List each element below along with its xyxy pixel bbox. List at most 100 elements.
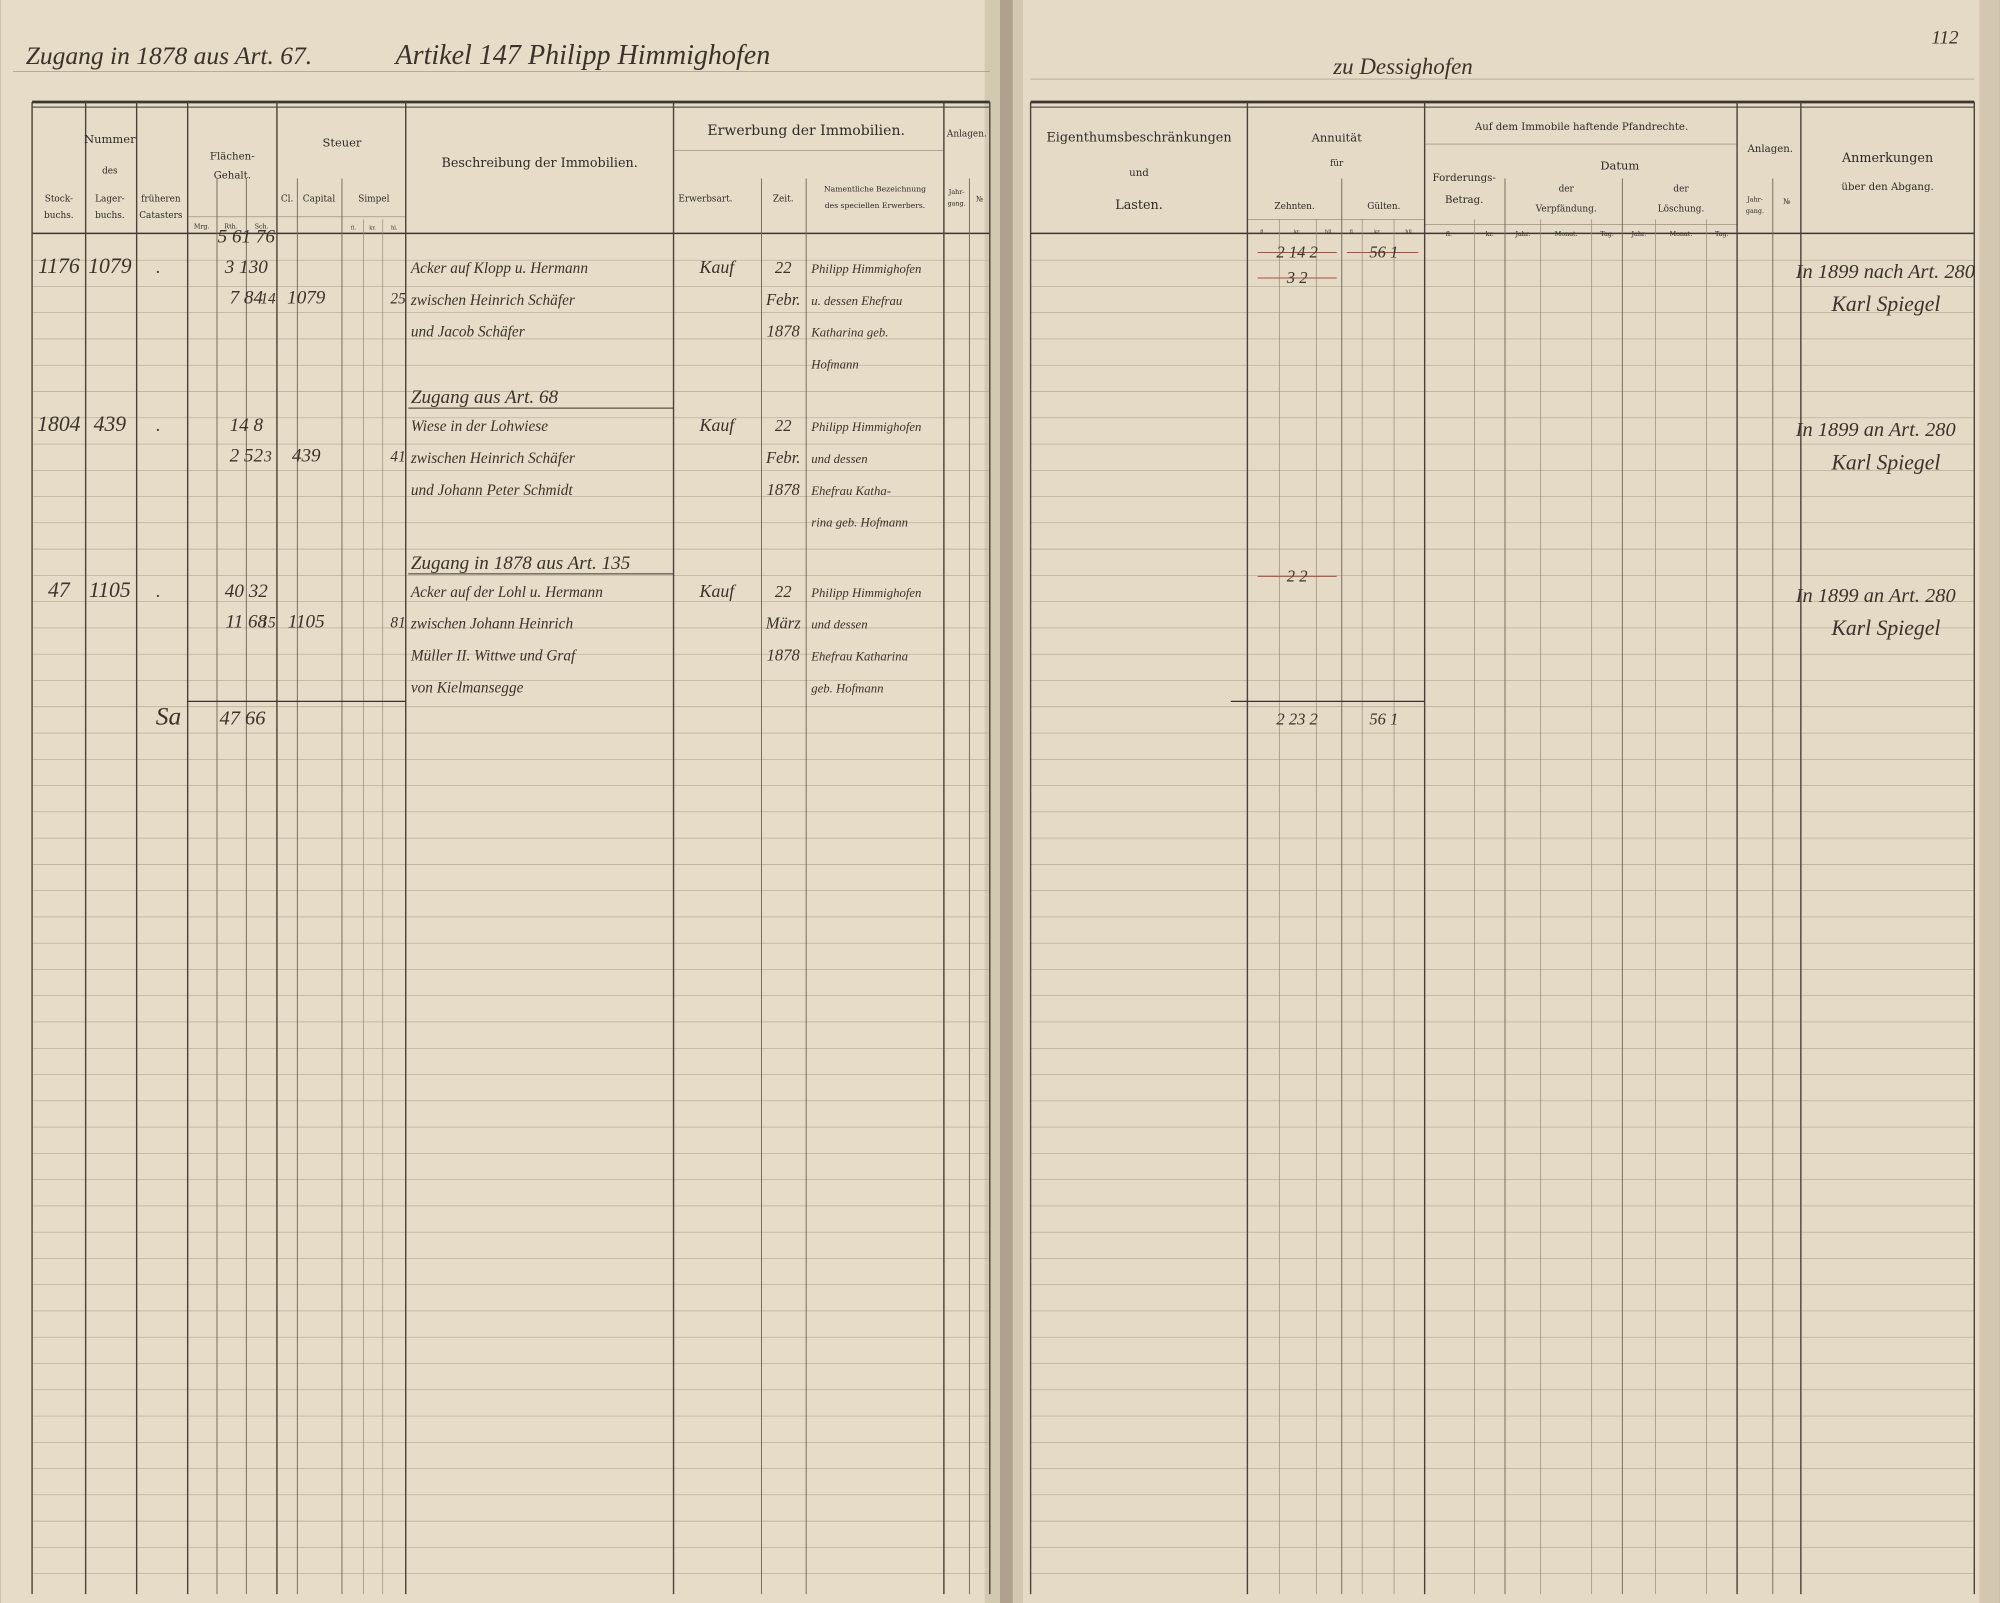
- column-header: Nummer: [84, 132, 136, 146]
- column-header: Forderungs-: [1433, 173, 1496, 184]
- column-header: Jahr.: [1514, 230, 1530, 238]
- flaeche: 3 130: [224, 257, 268, 278]
- anmerkung: Karl Spiegel: [1830, 450, 1940, 474]
- column-header: Cl.: [281, 194, 294, 204]
- steuer-simpel: 81: [390, 614, 405, 631]
- column-header: gang.: [948, 199, 966, 207]
- flaeche: 5 61 76: [218, 226, 276, 247]
- flaeche: 14 8: [230, 415, 264, 436]
- column-header: Zehnten.: [1274, 202, 1314, 212]
- column-header: fl.: [351, 226, 356, 232]
- stockbuch: 47: [48, 578, 71, 602]
- column-header: der: [1559, 184, 1575, 194]
- column-header: Anlagen.: [946, 129, 987, 139]
- column-header: Anlagen.: [1746, 144, 1793, 155]
- total-label: Sa: [156, 701, 182, 730]
- erwerbsart: Kauf: [699, 257, 738, 277]
- column-header: Gehalt.: [214, 171, 251, 182]
- zehnten: 3 2: [1286, 268, 1308, 287]
- stockbuch: 1804: [37, 412, 80, 436]
- flaeche: 11 68: [226, 611, 268, 632]
- column-header: Namentliche Bezeichnung: [824, 184, 926, 193]
- column-header: hll.: [1325, 229, 1334, 235]
- column-header: fl.: [1349, 229, 1354, 235]
- erwerber: Hofmann: [810, 358, 858, 372]
- zeit: 22: [775, 258, 792, 277]
- zeit: 22: [775, 416, 792, 435]
- heading: Artikel 147 Philipp Himmighofen: [394, 40, 771, 71]
- beschreibung: und Jacob Schäfer: [411, 324, 525, 341]
- zeit: 22: [775, 582, 792, 601]
- zeit: Febr.: [765, 290, 801, 309]
- steuer-capital: 1079: [287, 288, 326, 309]
- column-header: des: [102, 166, 118, 176]
- page-number: 112: [1931, 27, 1959, 48]
- column-header: Simpel: [358, 194, 389, 204]
- column-header: kr.: [1374, 229, 1381, 235]
- erwerber: Philipp Himmighofen: [810, 586, 921, 600]
- column-header: hl.: [391, 226, 398, 232]
- column-header: buchs.: [44, 211, 74, 221]
- lagerbuch: 439: [94, 412, 127, 436]
- total-flaeche: 47 66: [220, 707, 267, 729]
- zehnten: 2 2: [1287, 567, 1308, 586]
- column-header: Tag.: [1715, 230, 1729, 238]
- erwerber: und dessen: [811, 452, 867, 466]
- zehnten: 2 14 2: [1276, 243, 1317, 262]
- erwerber: und dessen: [811, 618, 867, 632]
- page-edge: [1979, 0, 2000, 1603]
- steuer-capital: 1105: [288, 611, 325, 632]
- anmerkung: In 1899 an Art. 280: [1795, 585, 1956, 607]
- column-header: kr.: [1486, 230, 1494, 238]
- steuer-cl: 3: [263, 449, 272, 466]
- erwerber: Philipp Himmighofen: [810, 420, 921, 434]
- steuer-simpel: 25: [390, 291, 406, 308]
- subheading: Zugang in 1878 aus Art. 135: [411, 553, 630, 574]
- column-header: Zeit.: [773, 194, 794, 204]
- column-header: Jahr.: [1630, 230, 1646, 238]
- anmerkung: In 1899 an Art. 280: [1795, 419, 1956, 441]
- column-header: Verpfändung.: [1535, 205, 1597, 215]
- column-header: Lasten.: [1115, 198, 1163, 213]
- column-header: Auf dem Immobile haftende Pfandrechte.: [1474, 122, 1688, 133]
- zeit: 1878: [767, 646, 801, 665]
- column-header: Monat.: [1670, 230, 1693, 238]
- frueher: .: [156, 415, 160, 435]
- column-header: fl.: [1446, 230, 1452, 238]
- stockbuch: 1176: [38, 254, 80, 278]
- erwerber: rina geb. Hofmann: [811, 516, 908, 530]
- heading: zu Dessighofen: [1332, 54, 1473, 79]
- erwerber: geb. Hofmann: [811, 681, 883, 695]
- column-header: Jahr-: [1746, 195, 1763, 203]
- beschreibung: zwischen Heinrich Schäfer: [410, 450, 575, 467]
- column-header: fl.: [1260, 229, 1265, 235]
- beschreibung: Acker auf der Lohl u. Hermann: [410, 584, 603, 601]
- zeit: 1878: [767, 322, 801, 341]
- column-header: kr.: [1294, 229, 1301, 235]
- column-header: Löschung.: [1658, 205, 1705, 215]
- erwerber: u. dessen Ehefrau: [811, 294, 902, 308]
- total-gueelten: 56 1: [1369, 709, 1398, 728]
- column-header: kr.: [369, 226, 376, 232]
- steuer-capital: 439: [292, 446, 321, 467]
- column-header: №: [976, 194, 983, 203]
- erwerber: Ehefrau Katha-: [810, 484, 891, 498]
- left-page: [0, 0, 1001, 1603]
- binding-shadow: [984, 0, 1023, 1603]
- texts: Zugang in 1878 aus Art. 67. Artikel 147 P…: [26, 27, 1975, 730]
- erwerber: Philipp Himmighofen: [810, 262, 921, 276]
- column-header: hll.: [1405, 229, 1414, 235]
- column-header: und: [1129, 168, 1149, 179]
- column-header: Catasters: [139, 211, 183, 221]
- column-header: Erwerbung der Immobilien.: [707, 123, 905, 139]
- frueher: .: [156, 257, 160, 277]
- anmerkung: Karl Spiegel: [1830, 616, 1940, 640]
- right-page: [1012, 0, 2000, 1603]
- steuer-cl: 15: [260, 614, 276, 631]
- column-header: Flächen-: [210, 151, 255, 162]
- flaeche: 7 84: [230, 288, 264, 309]
- column-header: Erwerbsart.: [678, 194, 732, 204]
- zeit: 1878: [767, 480, 801, 499]
- column-header: Betrag.: [1445, 195, 1483, 206]
